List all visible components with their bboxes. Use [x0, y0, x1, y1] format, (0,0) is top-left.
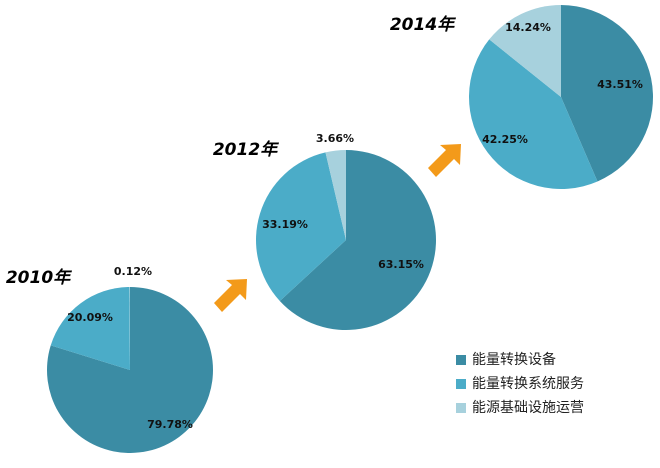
data-label: 14.24%: [505, 21, 551, 34]
data-label: 20.09%: [67, 311, 113, 324]
pie-slice: [489, 5, 561, 97]
pie-slice: [129, 287, 130, 370]
pie-slice: [561, 5, 654, 182]
data-label: 63.15%: [378, 258, 424, 271]
legend-label: 能源基础设施运营: [472, 399, 584, 416]
data-label: 43.51%: [597, 78, 643, 91]
data-label: 3.66%: [316, 132, 354, 145]
arrow: [428, 144, 461, 177]
pie-slice: [279, 150, 436, 331]
pie-title: 2014年: [390, 15, 456, 35]
data-label: 0.12%: [114, 265, 152, 278]
legend-swatch: [456, 355, 466, 365]
data-label: 33.19%: [262, 218, 308, 231]
arrow: [214, 279, 247, 312]
data-label: 79.78%: [147, 418, 193, 431]
legend-label: 能量转换系统服务: [472, 375, 584, 392]
pie-slice: [325, 150, 346, 240]
legend-label: 能量转换设备: [472, 351, 556, 368]
pie-title: 2012年: [213, 140, 279, 160]
pie-title: 2010年: [6, 268, 72, 288]
data-label: 42.25%: [482, 133, 528, 146]
pie-slice: [255, 152, 346, 301]
pie-slice: [469, 39, 598, 189]
legend-swatch: [456, 379, 466, 389]
pie-slice: [50, 287, 130, 370]
legend-swatch: [456, 403, 466, 413]
